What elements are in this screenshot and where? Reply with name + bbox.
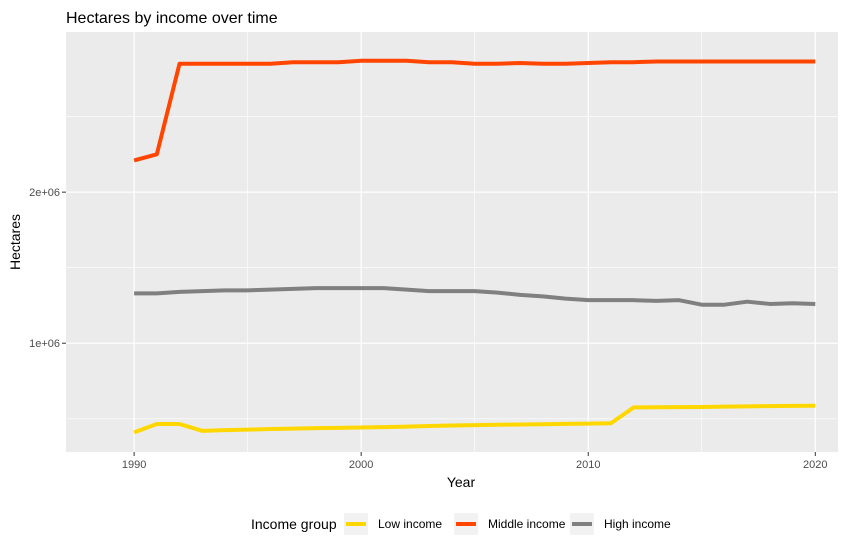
series-line-high-income	[134, 286, 816, 307]
y-tick-label: 2e+06	[29, 187, 60, 199]
legend-label-low-income: Low income	[378, 517, 442, 531]
series-line-low-income	[133, 403, 816, 435]
legend-label-high-income: High income	[604, 517, 671, 531]
x-tick-label: 2000	[349, 459, 373, 471]
series-line-middle-income	[133, 58, 816, 163]
series-lines	[133, 58, 816, 435]
x-tick-label: 2010	[576, 459, 600, 471]
x-axis-ticks: 1990 2000 2010 2020	[122, 452, 828, 471]
y-axis-title: Hectares	[7, 214, 23, 270]
chart-title: Hectares by income over time	[66, 10, 278, 27]
legend: Income group Low income Middle income High…	[251, 513, 671, 535]
minor-gridlines	[66, 32, 838, 452]
legend-title: Income group	[251, 516, 337, 532]
x-tick-label: 2020	[803, 459, 827, 471]
plot-panel	[66, 32, 838, 452]
y-axis-ticks: 1e+06 2e+06	[29, 187, 66, 350]
legend-label-middle-income: Middle income	[488, 517, 566, 531]
y-tick-label: 1e+06	[29, 338, 60, 350]
x-tick-label: 1990	[122, 459, 146, 471]
major-gridlines	[66, 32, 838, 452]
x-axis-title: Year	[447, 474, 476, 490]
